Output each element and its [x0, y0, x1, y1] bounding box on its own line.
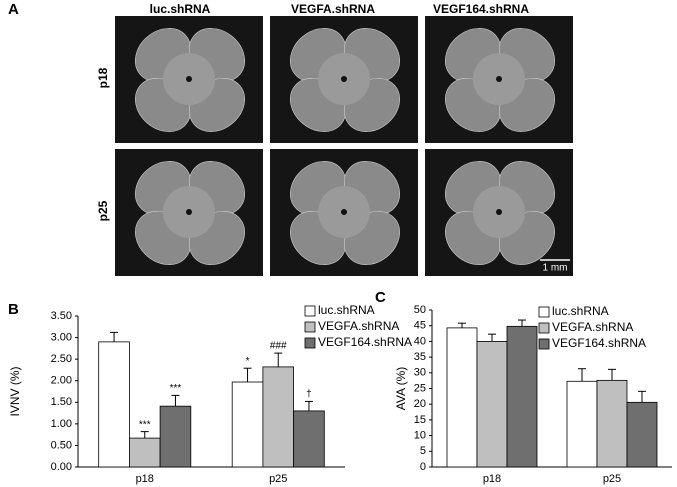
scale-bar-label: 1 mm: [543, 263, 568, 274]
row-label: p18: [96, 67, 110, 88]
legend-label: VEGF164.shRNA: [552, 336, 646, 350]
legend-label: luc.shRNA: [552, 304, 609, 318]
y-tick-label: 1.50: [51, 396, 72, 408]
x-tick-label: p25: [269, 473, 287, 485]
legend-swatch: [304, 305, 316, 317]
y-tick-label: 0.50: [51, 439, 72, 451]
y-tick-label: 25: [414, 382, 426, 394]
y-tick-label: 2.50: [51, 353, 72, 365]
y-tick-label: 15: [414, 414, 426, 426]
significance-label: ***: [139, 419, 151, 430]
y-tick-label: 0: [420, 461, 426, 473]
significance-label: *: [246, 356, 250, 367]
y-tick-label: 2.00: [51, 375, 72, 387]
x-tick-label: p18: [136, 473, 154, 485]
legend-label: VEGFA.shRNA: [318, 319, 399, 333]
y-tick-label: 0.00: [51, 461, 72, 473]
bar: [262, 366, 295, 468]
retina-image: [269, 15, 419, 144]
bar: [506, 325, 538, 468]
y-axis-label: AVA (%): [394, 367, 408, 411]
column-title: VEGFA.shRNA: [291, 2, 375, 16]
y-tick-label: 10: [414, 430, 426, 442]
retina-image: [114, 148, 264, 277]
column-title: luc.shRNA: [150, 2, 211, 16]
panel-label: A: [8, 1, 19, 18]
significance-label: †: [306, 389, 312, 400]
x-tick-label: p18: [483, 473, 501, 485]
significance-label: ***: [170, 383, 182, 394]
legend-label: luc.shRNA: [318, 303, 375, 317]
bar: [98, 341, 130, 468]
legend-label: VEGF164.shRNA: [318, 335, 412, 349]
bar: [128, 437, 161, 468]
column-title: VEGF164.shRNA: [433, 2, 529, 16]
y-tick-label: 20: [414, 398, 426, 410]
bar: [446, 327, 478, 468]
legend-swatch: [538, 322, 550, 334]
y-tick-label: 50: [414, 304, 426, 316]
legend-label: VEGFA.shRNA: [552, 320, 633, 334]
y-axis-label: IVNV (%): [8, 366, 22, 416]
bar: [626, 401, 658, 468]
y-tick-label: 30: [414, 367, 426, 379]
panel-label: B: [8, 301, 19, 318]
y-tick-label: 1.00: [51, 418, 72, 430]
y-tick-label: 40: [414, 335, 426, 347]
y-tick-label: 3.50: [51, 310, 72, 322]
bar: [566, 380, 598, 468]
retina-image: [424, 15, 574, 144]
bar: [476, 340, 508, 468]
panel-label: C: [375, 289, 386, 306]
legend-swatch: [538, 338, 550, 350]
bar: [159, 405, 192, 468]
retina-image: [269, 148, 419, 277]
legend-swatch: [304, 337, 316, 349]
y-tick-label: 3.00: [51, 331, 72, 343]
y-tick-label: 5: [420, 445, 426, 457]
bar: [596, 379, 628, 468]
bar: [231, 381, 264, 468]
retina-image: [114, 15, 264, 144]
x-tick-label: p25: [603, 473, 621, 485]
legend-swatch: [538, 306, 550, 318]
legend-swatch: [304, 321, 316, 333]
y-tick-label: 45: [414, 320, 426, 332]
bar: [293, 410, 325, 468]
y-tick-label: 35: [414, 351, 426, 363]
row-label: p25: [96, 200, 110, 221]
retina-image: [424, 148, 574, 277]
significance-label: ###: [270, 341, 287, 352]
